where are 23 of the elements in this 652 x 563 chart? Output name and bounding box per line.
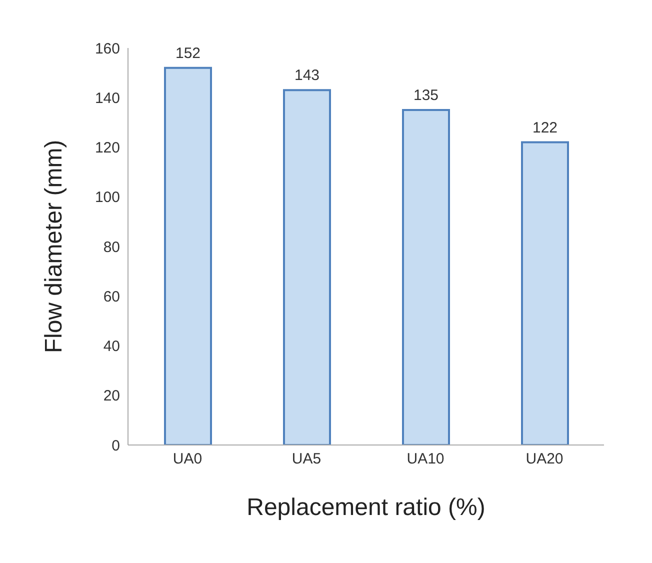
x-tick-label: UA5 — [292, 450, 322, 468]
y-tick-label: 40 — [103, 338, 120, 356]
bar — [164, 66, 212, 445]
y-tick-label: 120 — [94, 140, 120, 157]
y-axis-title: Flow diameter (mm) — [40, 140, 68, 354]
y-tick-label: 160 — [94, 40, 120, 58]
data-label: 143 — [294, 67, 320, 84]
y-tick-label: 100 — [94, 189, 120, 206]
bar — [521, 141, 569, 445]
y-tick-label: 60 — [103, 288, 120, 306]
y-tick-label: 20 — [103, 388, 120, 405]
data-label: 135 — [413, 87, 439, 104]
x-axis-title: Replacement ratio (%) — [246, 494, 486, 521]
data-label: 152 — [175, 44, 201, 62]
bar — [402, 109, 450, 445]
y-tick-label: 0 — [112, 437, 120, 454]
x-tick-label: UA10 — [406, 450, 444, 468]
x-tick-label: UA20 — [526, 450, 564, 468]
x-tick-label: UA0 — [172, 450, 202, 468]
y-tick-label: 140 — [94, 90, 120, 107]
bar — [283, 89, 331, 445]
y-tick-label: 80 — [103, 238, 120, 256]
data-label: 122 — [532, 119, 558, 136]
